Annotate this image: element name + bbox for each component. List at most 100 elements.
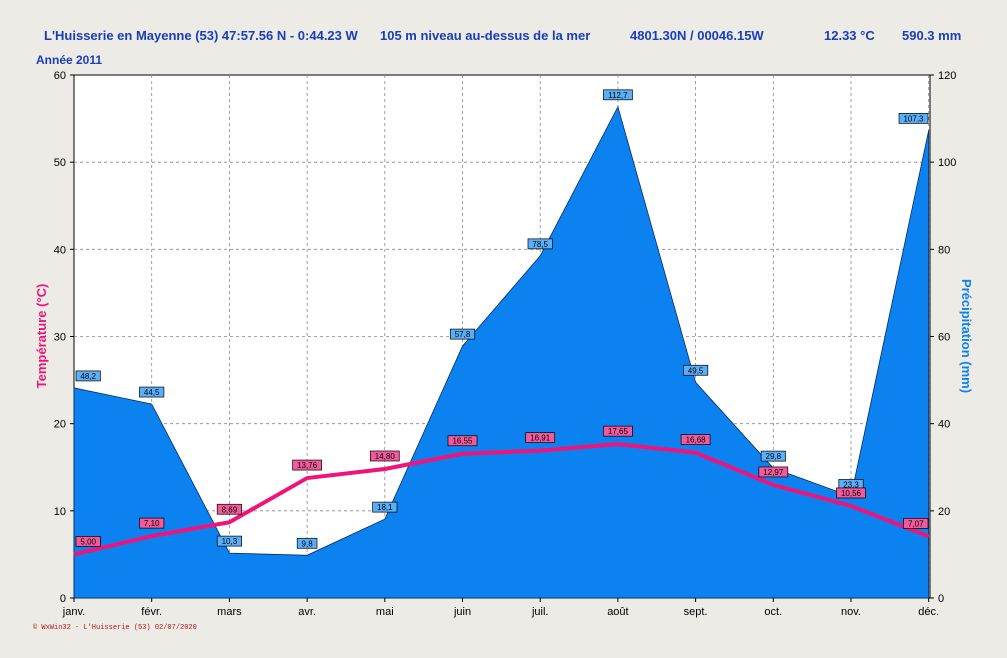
temp-data-label-box: [447, 435, 478, 447]
x-tick-label: févr.: [141, 606, 162, 618]
temp-data-label-box: [369, 450, 400, 462]
temp-line: [73, 442, 930, 557]
temp-data-label-box: [139, 517, 165, 529]
precip-data-label: 10,3: [216, 535, 242, 547]
x-tick-label: janv.: [62, 606, 85, 618]
precip-data-label-box: [449, 328, 476, 340]
precip-data-label-text: 23,3: [843, 480, 859, 489]
precip-data-label-text: 44,5: [144, 388, 160, 397]
precip-data-label-text: 48,2: [80, 372, 96, 381]
precip-data-label-text: 107,3: [903, 114, 924, 123]
precip-data-labels: 48,2 44,5 10,3 9,8 18,1 57,8 78,5 112,7 49,5 29,8…: [75, 89, 929, 549]
temp-data-label-text: 5,00: [80, 537, 96, 546]
left-tick-label: 60: [54, 70, 66, 82]
left-axis-ticks: 0 10 20 30 40 50 60: [54, 70, 74, 605]
temp-data-label-text: 12,97: [763, 468, 784, 477]
precip-data-label: 29,8: [760, 450, 786, 462]
x-tick-label: août: [607, 606, 628, 618]
temp-data-label: 16,55: [447, 435, 478, 447]
precip-area: [73, 105, 930, 599]
precip-data-label-box: [139, 386, 165, 398]
right-axis-ticks: 0 20 40 60 80 100 120: [930, 70, 956, 605]
precip-data-label-text: 112,7: [608, 91, 628, 100]
left-tick-label: 20: [54, 419, 66, 431]
x-tick-label: oct.: [764, 606, 782, 618]
right-tick-label: 20: [938, 506, 950, 518]
precip-data-label: 78,5: [527, 238, 553, 250]
temp-data-label: 7,10: [139, 517, 165, 529]
temp-data-label-text: 7,10: [144, 519, 160, 528]
temp-data-label: 10,56: [836, 487, 866, 499]
x-tick-label: avr.: [298, 606, 316, 618]
x-tick-label: nov.: [841, 606, 861, 618]
left-tick-label: 40: [54, 244, 66, 256]
temp-data-label: 12,97: [758, 466, 789, 478]
temp-data-label-box: [903, 518, 929, 529]
x-tick-label: déc.: [918, 606, 939, 618]
precip-data-label-box: [603, 89, 633, 101]
temp-data-label: 14,80: [369, 450, 400, 462]
temp-data-label: 5,00: [75, 536, 101, 547]
station-title: L'Huisserie en Mayenne (53) 47:57.56 N -…: [44, 28, 358, 43]
temp-data-label-box: [75, 536, 101, 547]
precip-data-label-box: [372, 501, 398, 513]
precip-data-label-text: 57,8: [455, 330, 471, 339]
precip-data-label-text: 49,5: [688, 366, 704, 375]
left-tick-label: 30: [54, 332, 66, 344]
temp-data-label-box: [836, 487, 866, 499]
precip-data-label-box: [527, 238, 553, 250]
precip-data-label-box: [760, 450, 786, 462]
right-tick-label: 80: [938, 244, 950, 256]
precip-data-label: 49,5: [683, 364, 709, 376]
left-axis-label: Température (°C): [34, 284, 49, 389]
left-tick-label: 10: [54, 506, 66, 518]
altitude-text: 105 m niveau au-dessus de la mer: [380, 28, 591, 43]
x-axis-ticks: janv. févr. mars avr. mai juin juil. août sept. o…: [62, 598, 939, 618]
left-tick-label: 50: [54, 157, 66, 169]
right-tick-label: 100: [938, 157, 956, 169]
temp-data-label-text: 10,56: [841, 489, 862, 498]
temp-data-label: 16,68: [680, 434, 711, 445]
temp-mean-text: 12.33 °C: [824, 28, 875, 43]
precip-data-label-box: [216, 535, 242, 547]
year-label: Année 2011: [36, 53, 103, 67]
temp-data-label-box: [603, 425, 633, 437]
precip-data-label: 57,8: [449, 328, 476, 340]
temp-data-label-text: 8,69: [222, 505, 238, 514]
coords-text: 4801.30N / 00046.15W: [630, 28, 764, 43]
temp-data-label-box: [680, 434, 711, 445]
precip-data-label-box: [683, 364, 709, 376]
precip-total-text: 590.3 mm: [902, 28, 962, 43]
right-tick-label: 40: [938, 419, 950, 431]
x-tick-label: mars: [217, 606, 242, 618]
right-tick-label: 120: [938, 70, 956, 82]
right-tick-label: 0: [938, 593, 944, 605]
temp-data-label-text: 16,91: [530, 434, 551, 443]
temp-data-labels: 5,00 7,10 8,69 13,76 14,80 16,55 16,91 17,65 16,…: [75, 425, 929, 547]
temp-data-label-box: [525, 432, 556, 443]
temp-data-label: 7,07: [903, 518, 929, 529]
x-tick-label: sept.: [684, 606, 708, 618]
precip-data-label: 9,8: [296, 537, 318, 549]
precip-data-label-text: 10,3: [222, 537, 238, 546]
precip-data-label-box: [75, 370, 101, 382]
temp-data-label: 17,65: [603, 425, 633, 437]
temp-data-label-box: [292, 459, 322, 471]
precip-data-label: 44,5: [139, 386, 165, 398]
temp-data-label-text: 17,65: [608, 427, 629, 436]
right-tick-label: 60: [938, 332, 950, 344]
x-tick-label: juin: [453, 606, 471, 618]
right-axis-label: Précipitation (mm): [959, 279, 974, 393]
precip-data-label: 48,2: [75, 370, 101, 382]
temp-data-label-box: [216, 503, 242, 515]
precip-data-label-text: 18,1: [377, 503, 393, 512]
temp-data-label-text: 16,55: [452, 437, 473, 446]
precip-data-label: 18,1: [372, 501, 398, 513]
precip-data-label: 107,3: [898, 113, 929, 124]
temp-data-label: 16,91: [525, 432, 556, 443]
precip-data-label-text: 78,5: [532, 240, 548, 249]
footer-credit: © WxWin32 - L'Huisserie (53) 02/07/2020: [33, 624, 197, 632]
x-tick-label: juil.: [531, 606, 549, 618]
temp-data-label-box: [758, 466, 789, 478]
